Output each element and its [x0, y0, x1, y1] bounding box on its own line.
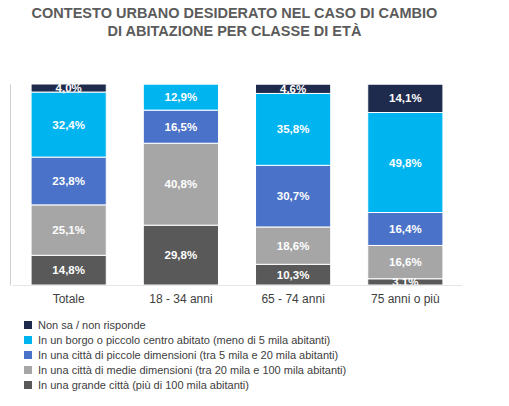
data-label: 16,5% — [165, 121, 198, 133]
data-label: 35,8% — [277, 123, 310, 135]
legend-swatch — [24, 336, 32, 344]
bar-segment — [143, 143, 218, 225]
bar-segment — [31, 255, 106, 285]
legend-swatch — [24, 351, 32, 359]
y-axis-line — [10, 85, 11, 286]
data-labels: 14,8% 29,8% 10,3% 3,1% 25,1% 40,8% 18,6% 16,6% 2… — [52, 82, 421, 288]
bar-segment — [143, 225, 218, 285]
data-label: 29,8% — [165, 249, 198, 261]
legend-label: Non sa / non risponde — [38, 319, 146, 331]
x-tick-label: Totale — [53, 292, 85, 306]
data-label: 3,1% — [392, 276, 418, 288]
legend-swatch — [24, 366, 32, 374]
legend-label: In un borgo o piccolo centro abitato (me… — [38, 334, 330, 346]
chart: CONTESTO URBANO DESIDERATO NEL CASO DI C… — [0, 0, 509, 406]
x-tick: 18 - 34 anni — [149, 285, 212, 306]
bars — [31, 84, 443, 285]
bar-segment — [368, 245, 443, 278]
bar-segment — [256, 264, 331, 285]
bar-segment — [31, 92, 106, 157]
x-tick-label: 18 - 34 anni — [149, 292, 212, 306]
x-tick-label: 75 anni o più — [371, 292, 440, 306]
data-label: 14,8% — [52, 264, 85, 276]
data-label: 10,3% — [277, 269, 310, 281]
title: CONTESTO URBANO DESIDERATO NEL CASO DI C… — [32, 5, 438, 39]
x-tick-label: 65 - 74 anni — [261, 292, 324, 306]
x-tick: 65 - 74 anni — [261, 285, 324, 306]
bar-segment — [256, 165, 331, 227]
bar-segment — [31, 157, 106, 205]
x-axis: Totale 18 - 34 anni 65 - 74 anni 75 anni o … — [13, 285, 463, 306]
data-label: 16,4% — [389, 223, 422, 235]
x-tick: 75 anni o più — [371, 285, 440, 306]
data-label: 14,1% — [389, 92, 422, 104]
bar-segment — [368, 213, 443, 246]
data-label: 40,8% — [165, 178, 198, 190]
x-axis-line — [13, 285, 463, 286]
legend-label: In una grande città (più di 100 mila abi… — [38, 379, 249, 391]
bar-segment — [256, 227, 331, 264]
legend-swatch — [24, 321, 32, 329]
bar-segment — [368, 84, 443, 112]
bar-segment — [143, 84, 218, 110]
bar-segment — [256, 93, 331, 165]
data-label: 4,0% — [56, 82, 82, 94]
data-label: 49,8% — [389, 157, 422, 169]
legend-label: In una città di medie dimensioni (tra 20… — [38, 364, 346, 376]
y-axis — [10, 85, 11, 286]
title-line: DI ABITAZIONE PER CLASSE DI ETÀ — [108, 23, 362, 39]
bar-segment — [368, 113, 443, 213]
data-label: 32,4% — [52, 119, 85, 131]
data-label: 18,6% — [277, 240, 310, 252]
data-label: 4,6% — [280, 83, 306, 95]
bar-segment — [143, 110, 218, 143]
legend-label: In una città di piccole dimensioni (tra … — [38, 349, 338, 361]
data-label: 16,6% — [389, 256, 422, 268]
data-label: 12,9% — [165, 91, 198, 103]
data-label: 30,7% — [277, 190, 310, 202]
bar-segment — [31, 205, 106, 255]
x-tick: Totale — [53, 285, 85, 306]
legend: Non sa / non risponde In un borgo o picco… — [24, 319, 346, 391]
title-line: CONTESTO URBANO DESIDERATO NEL CASO DI C… — [32, 5, 438, 21]
data-label: 25,1% — [52, 224, 85, 236]
data-label: 23,8% — [52, 175, 85, 187]
legend-swatch — [24, 381, 32, 389]
